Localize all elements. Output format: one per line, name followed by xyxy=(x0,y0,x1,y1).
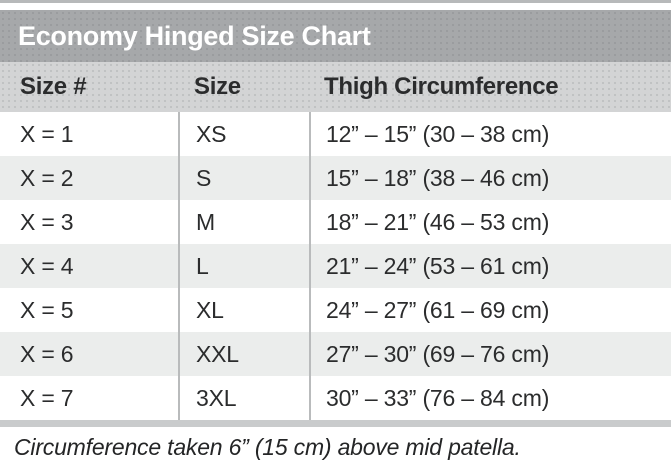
table-row: X = 1 XS 12” – 15” (30 – 38 cm) xyxy=(0,112,671,156)
cell-size: 3XL xyxy=(178,376,309,420)
table-row: X = 4 L 21” – 24” (53 – 61 cm) xyxy=(0,244,671,288)
table-row: X = 3 M 18” – 21” (46 – 53 cm) xyxy=(0,200,671,244)
cell-thigh-circumference: 18” – 21” (46 – 53 cm) xyxy=(309,200,671,244)
chart-title-bar: Economy Hinged Size Chart xyxy=(0,10,671,62)
measurement-footnote: Circumference taken 6” (15 cm) above mid… xyxy=(14,434,521,460)
table-header-row: Size # Size Thigh Circumference xyxy=(0,62,671,112)
cell-size: S xyxy=(178,156,309,200)
cell-size-number: X = 5 xyxy=(20,296,74,323)
cell-thigh-circumference: 30” – 33” (76 – 84 cm) xyxy=(309,376,671,420)
cell-size: XL xyxy=(178,288,309,332)
chart-title: Economy Hinged Size Chart xyxy=(18,20,371,51)
cell-thigh-circumference: 24” – 27” (61 – 69 cm) xyxy=(309,288,671,332)
cell-size-number: X = 6 xyxy=(20,340,74,367)
cell-thigh-circumference: 27” – 30” (69 – 76 cm) xyxy=(309,332,671,376)
cell-size-number: X = 2 xyxy=(20,164,74,191)
column-header-size-number: Size # xyxy=(20,73,87,100)
table-row: X = 7 3XL 30” – 33” (76 – 84 cm) xyxy=(0,376,671,420)
cell-thigh-circumference: 15” – 18” (38 – 46 cm) xyxy=(309,156,671,200)
cell-thigh-circumference: 12” – 15” (30 – 38 cm) xyxy=(309,112,671,156)
column-header-thigh-circumference: Thigh Circumference xyxy=(324,73,559,100)
table-row: X = 5 XL 24” – 27” (61 – 69 cm) xyxy=(0,288,671,332)
size-chart-table: Economy Hinged Size Chart Size # Size Th… xyxy=(0,10,671,468)
cell-size-number: X = 4 xyxy=(20,252,74,279)
cell-size-number: X = 1 xyxy=(20,120,74,147)
cell-size: XXL xyxy=(178,332,309,376)
table-row: X = 2 S 15” – 18” (38 – 46 cm) xyxy=(0,156,671,200)
cell-size: M xyxy=(178,200,309,244)
cell-size: XS xyxy=(178,112,309,156)
cell-size: L xyxy=(178,244,309,288)
table-row: X = 6 XXL 27” – 30” (69 – 76 cm) xyxy=(0,332,671,376)
column-header-size: Size xyxy=(194,73,241,100)
cell-size-number: X = 3 xyxy=(20,208,74,235)
cell-size-number: X = 7 xyxy=(20,384,74,411)
top-crop-line xyxy=(0,0,671,3)
table-bottom-rule xyxy=(0,420,671,427)
cell-thigh-circumference: 21” – 24” (53 – 61 cm) xyxy=(309,244,671,288)
